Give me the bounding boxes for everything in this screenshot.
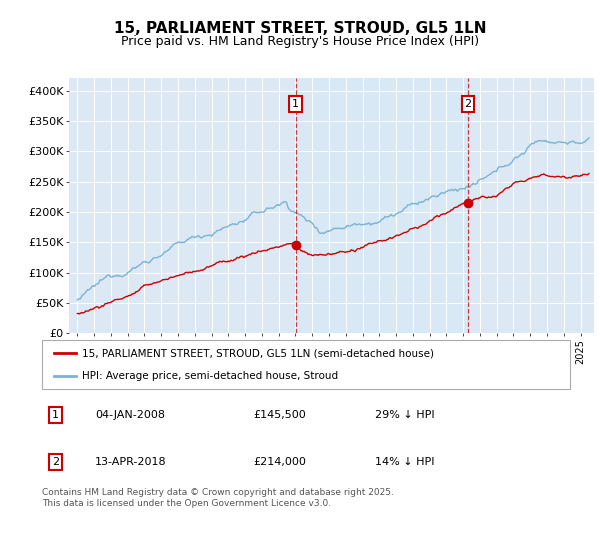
Text: HPI: Average price, semi-detached house, Stroud: HPI: Average price, semi-detached house,… [82,371,338,381]
Text: 2: 2 [52,456,59,466]
Text: Contains HM Land Registry data © Crown copyright and database right 2025.
This d: Contains HM Land Registry data © Crown c… [42,488,394,508]
FancyBboxPatch shape [42,340,570,389]
Text: 14% ↓ HPI: 14% ↓ HPI [374,456,434,466]
Text: 29% ↓ HPI: 29% ↓ HPI [374,410,434,420]
Text: 1: 1 [292,99,299,109]
Text: £145,500: £145,500 [253,410,306,420]
Text: 13-APR-2018: 13-APR-2018 [95,456,166,466]
Bar [296,78,468,333]
Text: Price paid vs. HM Land Registry's House Price Index (HPI): Price paid vs. HM Land Registry's House … [121,35,479,48]
Text: 15, PARLIAMENT STREET, STROUD, GL5 1LN (semi-detached house): 15, PARLIAMENT STREET, STROUD, GL5 1LN (… [82,348,434,358]
Text: 1: 1 [52,410,59,420]
Text: 2: 2 [464,99,472,109]
Text: £214,000: £214,000 [253,456,306,466]
Text: 15, PARLIAMENT STREET, STROUD, GL5 1LN: 15, PARLIAMENT STREET, STROUD, GL5 1LN [114,21,486,36]
Text: 04-JAN-2008: 04-JAN-2008 [95,410,165,420]
